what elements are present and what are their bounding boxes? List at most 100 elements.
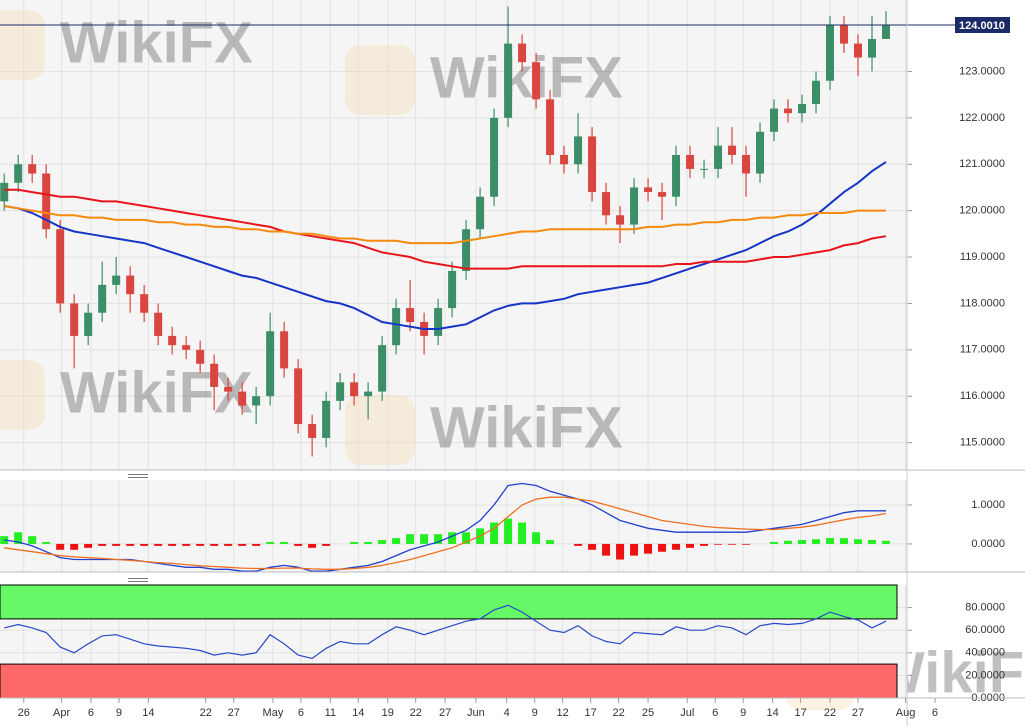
histogram-bar [350,541,359,544]
candle-body [462,229,471,271]
plot-area [0,0,907,470]
histogram-bar [882,540,891,544]
y-tick-label: 123.0000 [959,65,1005,77]
candle-body [518,43,527,63]
x-tick-label: 9 [116,707,122,719]
histogram-bar [742,543,751,545]
candle-body [392,308,401,346]
candle-body [56,229,65,304]
candle-body [168,335,177,346]
candle-body [42,173,51,230]
candle-body [840,25,849,44]
candle-body [364,391,373,397]
candle-body [434,308,443,336]
histogram-bar [266,541,275,544]
candle-body [742,154,751,174]
y-tick-label: 1.0000 [971,499,1005,511]
y-tick-label: 117.0000 [960,344,1005,356]
histogram-bar [672,543,681,550]
x-tick-label: 6 [298,707,304,719]
histogram-bar [490,522,499,544]
histogram-bar [700,543,709,546]
candle-body [854,43,863,58]
histogram-bar [504,518,513,544]
histogram-bar [56,543,65,550]
moving-average [4,188,887,270]
watermark-logo [345,45,415,115]
histogram-bar [602,543,611,556]
watermark-logo [0,10,45,80]
histogram-bar [434,534,443,544]
histogram-bar [420,534,429,544]
y-tick-label: 122.0000 [959,112,1005,124]
candle-body [672,154,681,197]
histogram-bar [224,543,233,546]
candle-body [28,164,37,174]
histogram-bar [812,539,821,544]
candle-body [238,391,247,406]
histogram-bar [616,543,625,560]
x-tick-label: 27 [228,707,240,719]
watermark-logo [0,360,45,430]
x-tick-label: 14 [142,707,154,719]
histogram-bar [14,532,23,544]
candle-body [616,215,625,225]
candle-body [714,145,723,169]
x-tick-label: 12 [557,707,569,719]
x-tick-label: 14 [767,707,779,719]
x-tick-label: Aug [896,707,916,719]
watermark: WikiFX [430,45,623,110]
y-tick-label: 0.0000 [971,538,1005,550]
candle-body [406,308,415,322]
x-tick-label: 9 [740,707,746,719]
x-tick-label: 6 [932,707,938,719]
x-tick-label: Jul [680,707,694,719]
histogram-bar [98,543,107,546]
histogram-bar [854,539,863,544]
x-tick-label: 11 [325,707,336,719]
candle-body [770,108,779,132]
candle-body [602,192,611,216]
candle-body [812,80,821,104]
candle-body [252,396,261,406]
histogram-bar [840,538,849,544]
histogram-bar [378,540,387,544]
histogram-bar [140,543,149,546]
histogram-bar [588,543,597,550]
candle-body [210,363,219,387]
x-tick-label: 4 [504,707,510,719]
histogram-bar [294,543,303,546]
moving-average [4,161,887,330]
candle-body [798,103,807,114]
x-tick-label: 6 [712,707,718,719]
plot-area [0,480,907,572]
candle-body [378,345,387,392]
histogram-bar [112,543,121,546]
x-tick-label: 14 [352,707,364,719]
histogram-bar [308,543,317,548]
candle-body [0,182,9,202]
histogram-bar [364,541,373,544]
candle-body [294,368,303,425]
candle-body [728,145,737,155]
y-tick-label: 80.0000 [965,602,1005,614]
candle-body [154,312,163,336]
candle-body [574,136,583,165]
candle-body [700,168,709,170]
histogram-bar [868,540,877,544]
candle-body [140,294,149,313]
histogram-bar [518,522,527,544]
histogram-bar [406,534,415,544]
candle-body [476,196,485,230]
candle-body [336,382,345,401]
y-tick-label: 115.0000 [960,437,1005,449]
histogram-bar [126,543,135,546]
watermark: WikiFX [60,360,253,425]
x-tick-label: 22 [410,707,422,719]
candle-body [112,275,121,285]
histogram-bar [70,543,79,550]
histogram-bar [784,540,793,544]
candle-body [644,187,653,193]
y-tick-label: 120.0000 [959,205,1005,217]
